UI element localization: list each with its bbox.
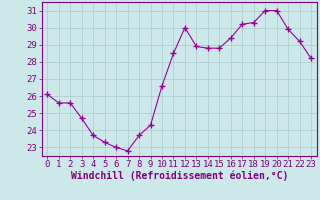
X-axis label: Windchill (Refroidissement éolien,°C): Windchill (Refroidissement éolien,°C) bbox=[70, 171, 288, 181]
